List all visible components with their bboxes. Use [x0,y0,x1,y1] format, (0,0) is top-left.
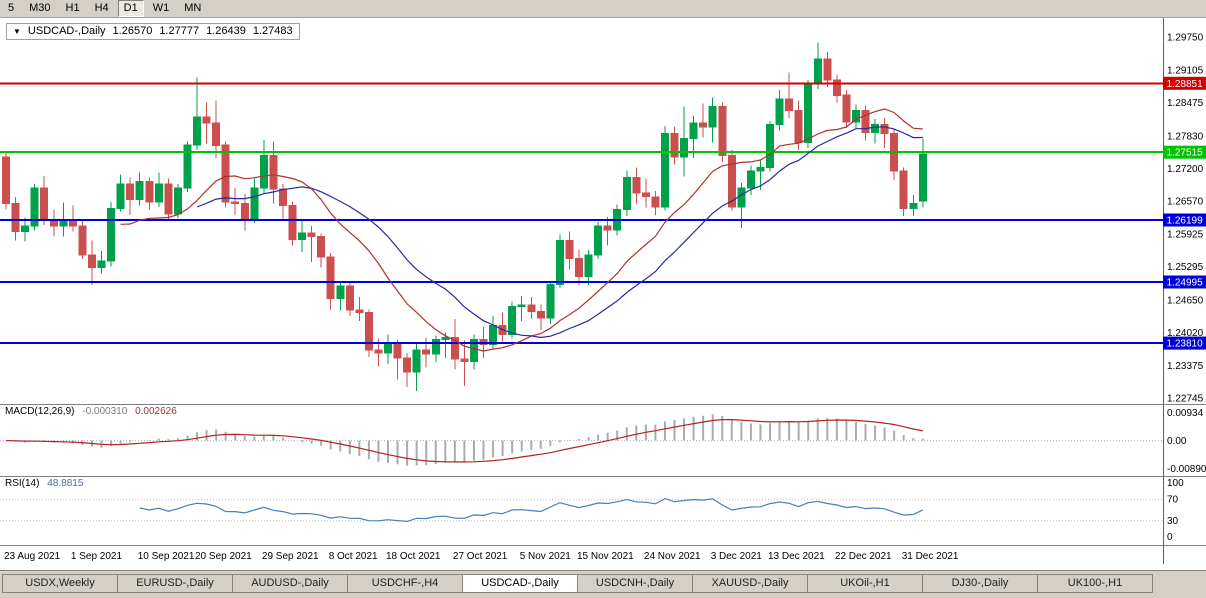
horizontal-price-lines [0,82,1163,345]
svg-text:24 Nov 2021: 24 Nov 2021 [644,551,701,562]
chart-canvas[interactable]: 1.29750 1.29105 1.28475 1.27830 1.27200 1.265… [0,18,1206,570]
ohlc-close: 1.27483 [252,25,293,37]
macd-signal-line [5,419,923,463]
svg-text:0: 0 [1167,532,1173,543]
macd-signal-value: 0.002626 [135,406,177,417]
chart-tab-4[interactable]: USDCAD-,Daily [462,574,578,593]
chart-tab-5[interactable]: USDCNH-,Daily [577,574,693,593]
svg-text:1.24650: 1.24650 [1167,295,1204,306]
timeframe-toolbar: 5 M30 H1 H4 D1 W1 MN [0,0,1206,18]
svg-text:1.28475: 1.28475 [1167,98,1204,109]
svg-text:1.22745: 1.22745 [1167,394,1204,405]
svg-text:29 Sep 2021: 29 Sep 2021 [262,551,319,562]
svg-text:23 Aug 2021: 23 Aug 2021 [4,551,61,562]
chart-tab-3[interactable]: USDCHF-,H4 [347,574,463,593]
rsi-line [139,497,924,523]
price-axis-labels: 1.29750 1.29105 1.28475 1.27830 1.27200 1.265… [1167,33,1204,405]
svg-text:1.29105: 1.29105 [1167,66,1204,77]
period-button-5[interactable]: 5 [8,2,15,14]
collapse-arrow-icon[interactable]: ▼ [13,27,21,36]
svg-text:1.29750: 1.29750 [1167,33,1204,44]
svg-text:1.24020: 1.24020 [1167,328,1204,339]
svg-text:100: 100 [1167,478,1184,489]
period-button-h4[interactable]: H4 [94,2,109,14]
price-axis[interactable] [1164,18,1206,564]
chart-plot-area[interactable] [0,18,1163,564]
chart-tab-1[interactable]: EURUSD-,Daily [117,574,233,593]
svg-text:1.23810: 1.23810 [1167,339,1204,350]
rsi-value: 48.8815 [47,478,84,489]
svg-text:22 Dec 2021: 22 Dec 2021 [835,551,892,562]
ma-fast-line [120,108,923,352]
price-badge [1163,336,1206,350]
price-badge [1163,213,1206,227]
svg-text:8 Oct 2021: 8 Oct 2021 [329,551,378,562]
indicator-axis-labels: 0.00934 0.00 -0.00890 100 70 30 0 [1167,408,1206,543]
rsi-indicator-label: RSI(14) 48.8815 [5,478,83,489]
chart-symbol-title: USDCAD-,Daily [27,25,106,37]
chart-tab-8[interactable]: DJ30-,Daily [922,574,1038,593]
svg-text:70: 70 [1167,495,1179,506]
macd-indicator-label: MACD(12,26,9) -0.000310 0.002626 [5,406,177,417]
ohlc-open: 1.26570 [112,25,153,37]
period-button-w1[interactable]: W1 [152,2,170,14]
price-badge [1163,145,1206,159]
ohlc-high: 1.27777 [159,25,200,37]
chart-tab-0[interactable]: USDX,Weekly [2,574,118,593]
svg-text:5 Nov 2021: 5 Nov 2021 [520,551,572,562]
svg-text:18 Oct 2021: 18 Oct 2021 [386,551,441,562]
svg-text:13 Dec 2021: 13 Dec 2021 [768,551,825,562]
svg-text:1.27200: 1.27200 [1167,164,1204,175]
svg-text:27 Oct 2021: 27 Oct 2021 [453,551,508,562]
svg-text:1.26199: 1.26199 [1167,216,1204,227]
chart-tab-9[interactable]: UK100-,H1 [1037,574,1153,593]
price-badge [1163,76,1206,90]
period-button-d1[interactable]: D1 [117,0,144,17]
svg-text:1 Sep 2021: 1 Sep 2021 [71,551,123,562]
macd-main-value: -0.000310 [82,406,128,417]
macd-name: MACD(12,26,9) [5,406,75,417]
svg-text:0.00934: 0.00934 [1167,408,1204,419]
date-axis-labels[interactable]: 23 Aug 2021 1 Sep 2021 10 Sep 2021 20 Sep 2… [4,551,959,562]
svg-text:-0.00890: -0.00890 [1167,464,1206,475]
ohlc-low: 1.26439 [206,25,246,37]
svg-text:0.00: 0.00 [1167,436,1187,447]
svg-text:15 Nov 2021: 15 Nov 2021 [577,551,634,562]
svg-text:1.26570: 1.26570 [1167,196,1204,207]
svg-text:31 Dec 2021: 31 Dec 2021 [902,551,959,562]
svg-text:3 Dec 2021: 3 Dec 2021 [711,551,763,562]
period-button-mn[interactable]: MN [184,2,202,14]
svg-text:1.28851: 1.28851 [1167,79,1204,90]
period-button-m30[interactable]: M30 [29,2,51,14]
ma-slow-line [196,126,923,339]
svg-text:1.23375: 1.23375 [1167,361,1204,372]
chart-tab-6[interactable]: XAUUSD-,Daily [692,574,808,593]
svg-text:30: 30 [1167,516,1179,527]
rsi-name: RSI(14) [5,478,40,489]
price-badge [1163,275,1206,289]
period-button-h1[interactable]: H1 [65,2,80,14]
svg-text:1.27515: 1.27515 [1167,148,1204,159]
svg-text:20 Sep 2021: 20 Sep 2021 [195,551,252,562]
chart-tabs-bar: USDX,Weekly EURUSD-,Daily AUDUSD-,Daily USD… [0,570,1206,598]
ohlc-info-box[interactable]: ▼ USDCAD-,Daily 1.26570 1.27777 1.26439 … [6,23,300,40]
svg-text:1.24995: 1.24995 [1167,278,1204,289]
svg-text:1.25925: 1.25925 [1167,230,1204,241]
price-line-badges: 1.28851 1.27515 1.26199 1.24995 1.23810 [1163,76,1206,350]
chart-tab-2[interactable]: AUDUSD-,Daily [232,574,348,593]
svg-text:1.25295: 1.25295 [1167,262,1204,273]
svg-text:1.27830: 1.27830 [1167,131,1204,142]
chart-tab-7[interactable]: UKOil-,H1 [807,574,923,593]
svg-text:10 Sep 2021: 10 Sep 2021 [138,551,195,562]
